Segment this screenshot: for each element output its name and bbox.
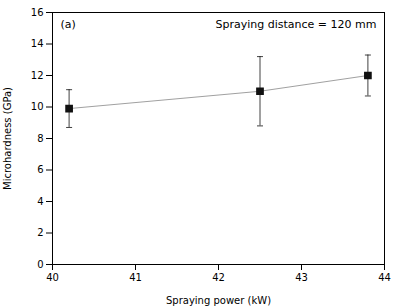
svg-text:10: 10 <box>31 101 44 112</box>
svg-text:8: 8 <box>37 133 43 144</box>
svg-text:16: 16 <box>31 7 44 18</box>
svg-text:44: 44 <box>378 272 391 283</box>
svg-text:0: 0 <box>37 259 43 270</box>
svg-text:Spraying distance = 120 mm: Spraying distance = 120 mm <box>216 18 377 31</box>
svg-text:2: 2 <box>37 227 43 238</box>
svg-text:Spraying power (kW): Spraying power (kW) <box>166 295 271 306</box>
svg-text:Microhardness (GPa): Microhardness (GPa) <box>2 87 13 190</box>
svg-text:(a): (a) <box>61 18 76 31</box>
svg-text:14: 14 <box>31 38 44 49</box>
svg-text:41: 41 <box>129 272 142 283</box>
svg-text:4: 4 <box>37 196 43 207</box>
svg-text:40: 40 <box>46 272 59 283</box>
svg-text:43: 43 <box>295 272 308 283</box>
svg-text:6: 6 <box>37 164 43 175</box>
svg-text:12: 12 <box>31 70 44 81</box>
svg-text:42: 42 <box>212 272 225 283</box>
